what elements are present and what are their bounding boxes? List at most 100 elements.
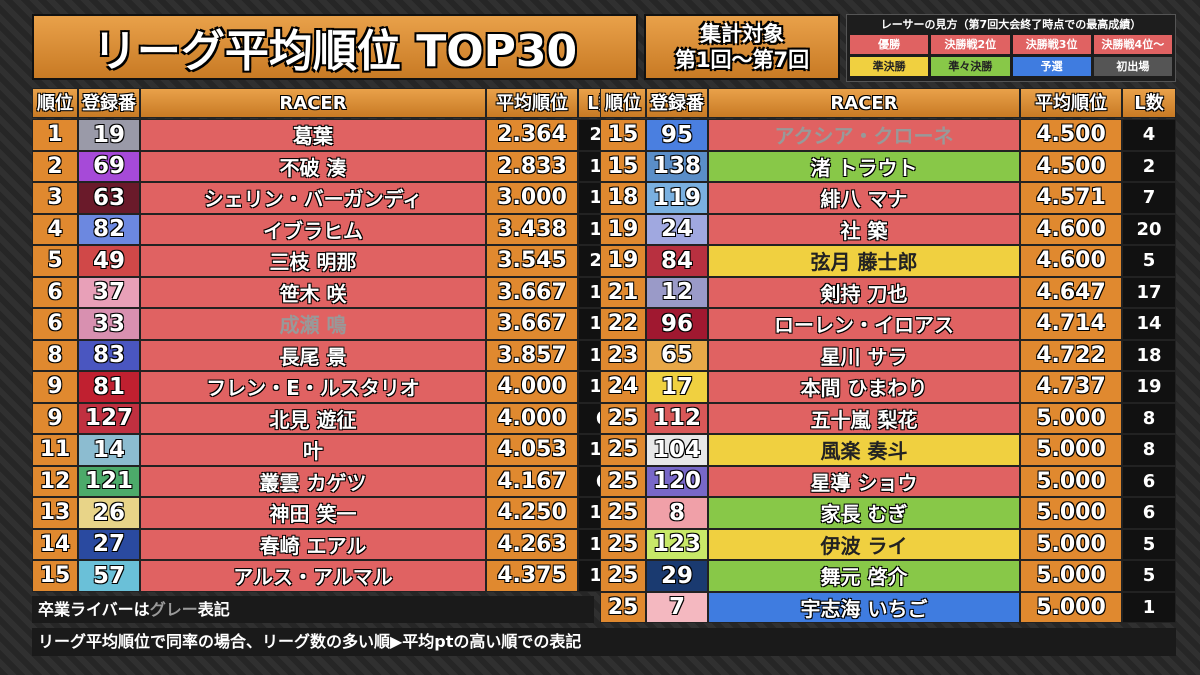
legend-item: 初出場 [1093, 57, 1172, 76]
rank-cell: 1 [32, 119, 78, 151]
table-row: 22 96 ローレン・イロアス 4.714 14 [600, 308, 1176, 340]
average-rank-cell: 2.833 [486, 150, 578, 182]
rank-cell: 11 [32, 434, 78, 466]
league-count-cell: 1 [1122, 591, 1176, 623]
legend-item: 決勝戦2位 [931, 35, 1010, 54]
rank-cell: 3 [32, 182, 78, 214]
racer-name-cell: 剣持 刀也 [708, 276, 1020, 308]
table-row: 25 8 家長 むぎ 5.000 6 [600, 497, 1176, 529]
average-rank-cell: 4.571 [1020, 182, 1122, 214]
league-count-cell: 2 [1122, 150, 1176, 182]
league-count-cell: 5 [1122, 528, 1176, 560]
rank-cell: 12 [32, 465, 78, 497]
racer-name-cell: 家長 むぎ [708, 497, 1020, 529]
racer-name-cell: 葛葉 [140, 119, 486, 151]
table-row: 19 84 弦月 藤士郎 4.600 5 [600, 245, 1176, 277]
registration-number-cell: 8 [646, 497, 708, 529]
left-table-header: 順位 登録番 RACER 平均順位 L数 [32, 88, 626, 118]
racer-name-cell: 叶 [140, 434, 486, 466]
rank-cell: 23 [600, 339, 646, 371]
average-rank-cell: 5.000 [1020, 560, 1122, 592]
registration-number-cell: 112 [646, 402, 708, 434]
average-rank-cell: 5.000 [1020, 465, 1122, 497]
rank-cell: 13 [32, 497, 78, 529]
average-rank-cell: 4.500 [1020, 119, 1122, 151]
average-rank-cell: 4.647 [1020, 276, 1122, 308]
league-count-cell: 18 [1122, 339, 1176, 371]
racer-name-cell: 神田 笑一 [140, 497, 486, 529]
rank-cell: 15 [32, 560, 78, 592]
league-count-cell: 6 [1122, 465, 1176, 497]
average-rank-cell: 4.000 [486, 371, 578, 403]
average-rank-cell: 5.000 [1020, 497, 1122, 529]
registration-number-cell: 96 [646, 308, 708, 340]
average-rank-cell: 3.438 [486, 213, 578, 245]
legend-item: 決勝戦3位 [1012, 35, 1091, 54]
registration-number-cell: 57 [78, 560, 140, 592]
registration-number-cell: 49 [78, 245, 140, 277]
registration-number-cell: 14 [78, 434, 140, 466]
table-row: 25 29 舞元 啓介 5.000 5 [600, 560, 1176, 592]
average-rank-cell: 4.000 [486, 402, 578, 434]
registration-number-cell: 19 [78, 119, 140, 151]
racer-name-cell: 成瀬 鳴 [140, 308, 486, 340]
league-count-cell: 5 [1122, 245, 1176, 277]
registration-number-cell: 63 [78, 182, 140, 214]
legend-title: レーサーの見方（第7回大会終了時点での最高成績） [880, 18, 1142, 31]
rank-cell: 15 [600, 119, 646, 151]
registration-number-cell: 81 [78, 371, 140, 403]
legend-item: 決勝戦4位～ [1093, 35, 1172, 54]
registration-number-cell: 65 [646, 339, 708, 371]
racer-name-cell: 伊波 ライ [708, 528, 1020, 560]
rank-cell: 2 [32, 150, 78, 182]
league-count-cell: 8 [1122, 402, 1176, 434]
racer-name-cell: 本間 ひまわり [708, 371, 1020, 403]
registration-number-cell: 123 [646, 528, 708, 560]
legend-item: 予選 [1012, 57, 1091, 76]
table-row: 25 112 五十嵐 梨花 5.000 8 [600, 402, 1176, 434]
registration-number-cell: 83 [78, 339, 140, 371]
racer-name-cell: 春崎 エアル [140, 528, 486, 560]
rank-cell: 24 [600, 371, 646, 403]
header-l: L数 [1122, 88, 1176, 118]
rank-cell: 14 [32, 528, 78, 560]
registration-number-cell: 84 [646, 245, 708, 277]
racer-name-cell: 三枝 明那 [140, 245, 486, 277]
table-row: 24 17 本間 ひまわり 4.737 19 [600, 371, 1176, 403]
racer-name-cell: アルス・アルマル [140, 560, 486, 592]
registration-number-cell: 69 [78, 150, 140, 182]
header-reg: 登録番 [646, 88, 708, 118]
page-title: リーグ平均順位 TOP30 [32, 14, 638, 80]
average-rank-cell: 5.000 [1020, 434, 1122, 466]
aggregation-label: 集計対象 [700, 22, 784, 46]
rank-cell: 6 [32, 308, 78, 340]
average-rank-cell: 3.857 [486, 339, 578, 371]
registration-number-cell: 104 [646, 434, 708, 466]
racer-name-cell: 五十嵐 梨花 [708, 402, 1020, 434]
average-rank-cell: 4.600 [1020, 213, 1122, 245]
racer-name-cell: 星導 ショウ [708, 465, 1020, 497]
graduate-note: 卒業ライバーはグレー表記 [32, 596, 594, 623]
racer-name-cell: 風楽 奏斗 [708, 434, 1020, 466]
rank-cell: 9 [32, 371, 78, 403]
rank-cell: 25 [600, 402, 646, 434]
registration-number-cell: 119 [646, 182, 708, 214]
racer-name-cell: シェリン・バーガンディ [140, 182, 486, 214]
header-racer: RACER [140, 88, 486, 118]
league-count-cell: 17 [1122, 276, 1176, 308]
racer-name-cell: 宇志海 いちご [708, 591, 1020, 623]
registration-number-cell: 37 [78, 276, 140, 308]
registration-number-cell: 138 [646, 150, 708, 182]
table-row: 25 104 風楽 奏斗 5.000 8 [600, 434, 1176, 466]
average-rank-cell: 4.263 [486, 528, 578, 560]
average-rank-cell: 5.000 [1020, 528, 1122, 560]
